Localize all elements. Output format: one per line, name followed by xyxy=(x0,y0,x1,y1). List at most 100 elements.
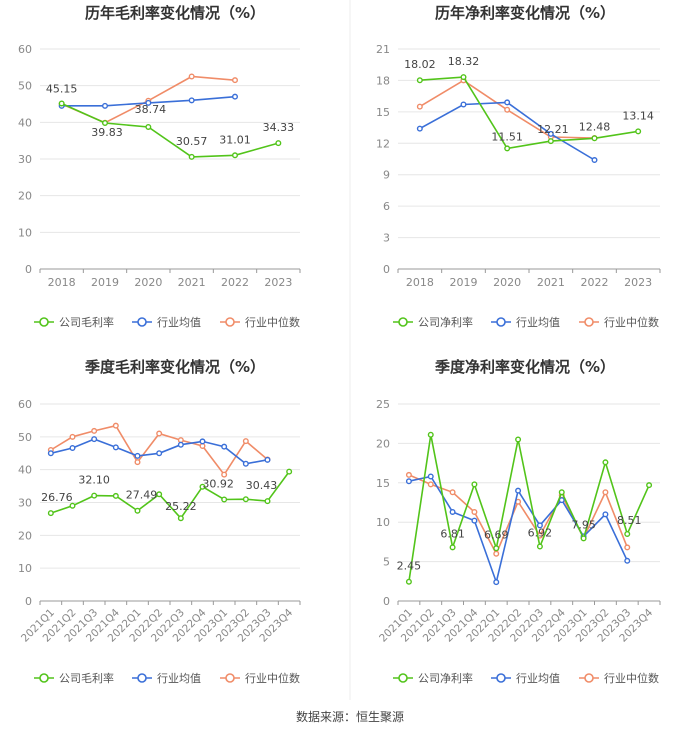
data-point xyxy=(602,511,609,518)
data-point xyxy=(112,444,119,451)
data-point xyxy=(242,438,249,445)
y-tick-label: 0 xyxy=(383,263,390,276)
data-point xyxy=(504,99,511,106)
data-point xyxy=(493,550,500,557)
data-label: 6.92 xyxy=(528,526,553,539)
data-point xyxy=(405,471,412,478)
data-point xyxy=(449,508,456,515)
legend-item[interactable]: 公司毛利率 xyxy=(34,671,114,685)
data-point xyxy=(427,473,434,480)
legend-label: 行业均值 xyxy=(157,316,201,329)
legend-label: 公司净利率 xyxy=(418,671,473,685)
y-tick-label: 10 xyxy=(376,516,390,529)
data-point xyxy=(493,545,500,552)
x-tick-label: 2021 xyxy=(537,276,565,289)
data-point xyxy=(504,106,511,113)
data-point xyxy=(591,135,598,142)
legend-item[interactable]: 公司净利率 xyxy=(393,671,473,685)
y-tick-label: 5 xyxy=(383,556,390,569)
data-point xyxy=(242,496,249,503)
legend-item[interactable]: 行业均值 xyxy=(491,316,560,329)
data-label: 11.51 xyxy=(491,130,523,143)
data-point xyxy=(493,579,500,586)
legend-label: 公司毛利率 xyxy=(59,315,114,329)
legend-item[interactable]: 行业中位数 xyxy=(220,671,300,685)
legend-label: 行业中位数 xyxy=(604,315,659,329)
data-label: 8.51 xyxy=(617,514,642,527)
legend-item[interactable]: 行业均值 xyxy=(491,672,560,685)
data-point xyxy=(199,438,206,445)
y-tick-label: 12 xyxy=(376,137,390,150)
data-label: 2.45 xyxy=(397,560,422,573)
data-point xyxy=(112,422,119,429)
y-tick-label: 40 xyxy=(18,116,32,129)
data-point xyxy=(405,478,412,485)
data-point xyxy=(471,481,478,488)
data-point xyxy=(145,123,152,130)
x-tick-label: 2021 xyxy=(178,276,206,289)
data-point xyxy=(69,444,76,451)
data-point xyxy=(515,436,522,443)
y-tick-label: 15 xyxy=(376,477,390,490)
data-label: 12.21 xyxy=(537,123,569,136)
data-point xyxy=(177,515,184,522)
data-point xyxy=(635,128,642,135)
series-line-0 xyxy=(50,471,290,520)
x-tick-label: 2018 xyxy=(406,276,434,289)
data-source-footer: 数据来源：恒生聚源 xyxy=(295,710,404,724)
legend-item[interactable]: 公司毛利率 xyxy=(34,315,114,329)
legend-label: 行业均值 xyxy=(516,672,560,685)
data-label: 30.57 xyxy=(176,135,208,148)
legend-item[interactable]: 行业均值 xyxy=(132,316,201,329)
y-tick-label: 0 xyxy=(25,595,32,608)
data-label: 45.15 xyxy=(46,82,78,95)
legend-marker xyxy=(584,673,594,683)
data-label: 32.10 xyxy=(78,474,110,487)
data-point xyxy=(416,125,423,132)
x-tick-label: 2022 xyxy=(221,276,249,289)
data-point xyxy=(427,431,434,438)
data-point xyxy=(58,100,65,107)
data-point xyxy=(221,496,228,503)
y-tick-label: 10 xyxy=(18,226,32,239)
legend-item[interactable]: 公司净利率 xyxy=(393,315,473,329)
data-point xyxy=(145,99,152,106)
data-label: 6.69 xyxy=(484,528,509,541)
data-point xyxy=(646,482,653,489)
y-tick-label: 0 xyxy=(25,263,32,276)
data-point xyxy=(264,498,271,505)
data-point xyxy=(101,102,108,109)
series-line-0 xyxy=(61,102,279,158)
legend-item[interactable]: 行业均值 xyxy=(132,672,201,685)
data-point xyxy=(91,492,98,499)
data-point xyxy=(91,436,98,443)
data-point xyxy=(91,427,98,434)
data-point xyxy=(221,443,228,450)
legend-item[interactable]: 行业中位数 xyxy=(220,315,300,329)
data-label: 18.32 xyxy=(448,55,480,68)
data-point xyxy=(405,578,412,585)
x-tick-label: 2023 xyxy=(624,276,652,289)
legend-label: 公司净利率 xyxy=(418,315,473,329)
y-tick-label: 30 xyxy=(18,497,32,510)
legend-item[interactable]: 行业中位数 xyxy=(579,315,659,329)
data-point xyxy=(558,489,565,496)
x-tick-label: 2020 xyxy=(134,276,162,289)
data-label: 39.83 xyxy=(91,126,123,139)
x-tick-label: 2018 xyxy=(48,276,76,289)
legend-item[interactable]: 行业中位数 xyxy=(579,671,659,685)
legend-marker xyxy=(39,673,49,683)
y-tick-label: 18 xyxy=(376,74,390,87)
data-point xyxy=(547,130,554,137)
legend-marker xyxy=(496,317,506,327)
y-tick-label: 20 xyxy=(18,190,32,203)
data-point xyxy=(504,145,511,152)
legend-marker xyxy=(225,673,235,683)
data-label: 31.01 xyxy=(219,133,251,146)
legend-marker xyxy=(39,317,49,327)
y-tick-label: 60 xyxy=(18,398,32,411)
y-tick-label: 0 xyxy=(383,595,390,608)
data-label: 13.14 xyxy=(622,109,654,122)
y-tick-label: 50 xyxy=(18,431,32,444)
legend-label: 行业均值 xyxy=(516,316,560,329)
